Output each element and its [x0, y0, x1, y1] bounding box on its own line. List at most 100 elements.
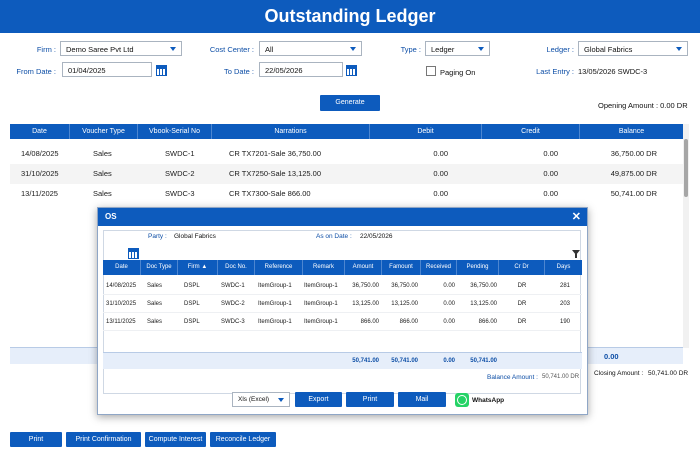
cell-doc-type: Sales	[147, 319, 163, 325]
modal-print-button[interactable]: Print	[346, 392, 394, 407]
paging-checkbox[interactable]	[426, 66, 436, 76]
page-title: Outstanding Ledger	[0, 0, 700, 33]
party-value: Global Fabrics	[174, 233, 216, 240]
export-format-select[interactable]: Xls (Excel)	[232, 392, 290, 407]
cell-doc-no: SWDC-1	[221, 283, 245, 289]
cell-cr-dr: DR	[517, 319, 527, 325]
cell-days: 203	[559, 301, 570, 307]
opening-amount: Opening Amount : 0.00 DR	[598, 101, 688, 110]
cell-days: 190	[559, 319, 570, 325]
generate-button[interactable]: Generate	[320, 95, 380, 111]
whatsapp-label[interactable]: WhatsApp	[472, 397, 505, 404]
cell-credit: 0.00	[543, 189, 558, 198]
cost-center-value: All	[265, 45, 274, 54]
last-entry-label: Last Entry :	[536, 67, 574, 76]
type-select[interactable]: Ledger	[425, 41, 490, 56]
col-remark[interactable]: Remark	[303, 260, 345, 275]
mail-button[interactable]: Mail	[398, 392, 446, 407]
modal-header: OS ✕	[98, 208, 587, 226]
cell-debit: 0.00	[433, 189, 448, 198]
calendar-icon[interactable]	[156, 65, 167, 76]
cell-cr-dr: DR	[517, 283, 527, 289]
cell-voucher-type: Sales	[93, 189, 112, 198]
calendar-icon[interactable]	[346, 65, 357, 76]
as-on-label: As on Date :	[316, 233, 352, 240]
ledger-select[interactable]: Global Fabrics	[578, 41, 688, 56]
ledger-grid-header: Date Voucher Type Vbook-Serial No Narrat…	[10, 124, 683, 139]
chevron-down-icon	[278, 398, 284, 402]
col-voucher-type[interactable]: Voucher Type	[70, 124, 138, 139]
firm-select[interactable]: Demo Saree Pvt Ltd	[60, 41, 182, 56]
cell-pending: 36,750.00	[470, 283, 497, 289]
col-reference[interactable]: Reference	[255, 260, 303, 275]
table-row[interactable]: 14/08/2025 Sales SWDC-1 CR TX7201-Sale 3…	[10, 144, 683, 164]
print-button[interactable]: Print	[10, 432, 62, 447]
col-amount[interactable]: Amount	[345, 260, 382, 275]
cost-center-select[interactable]: All	[259, 41, 362, 56]
col-days[interactable]: Days	[556, 264, 571, 270]
whatsapp-icon[interactable]	[455, 393, 469, 407]
grid-scrollbar[interactable]	[683, 124, 689, 348]
cell-cr-dr: DR	[517, 301, 527, 307]
table-row[interactable]: 13/11/2025 Sales SWDC-3 CR TX7300-Sale 8…	[10, 184, 683, 204]
footer-credit-total: 0.00	[604, 352, 619, 361]
closing-amount-value: 50,741.00 DR	[648, 370, 689, 377]
cell-pending: 866.00	[478, 319, 497, 325]
close-icon[interactable]: ✕	[571, 211, 581, 223]
reconcile-ledger-button[interactable]: Reconcile Ledger	[210, 432, 276, 447]
scrollbar-thumb[interactable]	[684, 139, 688, 197]
ledger-label: Ledger :	[546, 45, 574, 54]
cell-famount: 866.00	[399, 319, 418, 325]
cell-amount: 36,750.00	[352, 283, 379, 289]
print-confirmation-button[interactable]: Print Confirmation	[66, 432, 141, 447]
cell-remark: ItemGroup-1	[304, 283, 338, 289]
col-narrations[interactable]: Narrations	[212, 124, 370, 139]
col-pending[interactable]: Pending	[457, 260, 499, 275]
col-firm[interactable]: Firm ▲	[178, 260, 218, 275]
col-doc-type[interactable]: Doc Type	[141, 260, 178, 275]
party-label: Party :	[148, 233, 167, 240]
col-debit[interactable]: Debit	[370, 124, 482, 139]
from-date-label: From Date :	[16, 67, 56, 76]
os-modal: OS ✕	[97, 207, 588, 415]
cell-credit: 0.00	[543, 169, 558, 178]
to-date-input[interactable]: 22/05/2026	[259, 62, 343, 77]
calendar-icon[interactable]	[128, 248, 139, 259]
cell-narration: CR TX7300-Sale 866.00	[229, 189, 311, 198]
cell-pending: 13,125.00	[470, 301, 497, 307]
cell-firm: DSPL	[184, 283, 200, 289]
firm-value: Demo Saree Pvt Ltd	[66, 45, 134, 54]
col-doc-no[interactable]: Doc No.	[218, 260, 255, 275]
cell-firm: DSPL	[184, 319, 200, 325]
ledger-value: Global Fabrics	[584, 45, 633, 54]
col-vbook-serial[interactable]: Vbook-Serial No	[138, 124, 212, 139]
chevron-down-icon	[676, 47, 682, 51]
compute-interest-button[interactable]: Compute Interest	[145, 432, 206, 447]
col-date[interactable]: Date	[10, 124, 70, 139]
cell-debit: 0.00	[433, 169, 448, 178]
col-credit[interactable]: Credit	[482, 124, 580, 139]
table-row[interactable]: 13/11/2025 Sales DSPL SWDC-3 ItemGroup-1…	[103, 313, 582, 331]
filter-icon[interactable]	[572, 250, 580, 255]
total-famount: 50,741.00	[391, 358, 418, 364]
col-balance[interactable]: Balance	[618, 128, 645, 135]
table-row[interactable]: 31/10/2025 Sales SWDC-2 CR TX7250-Sale 1…	[10, 164, 683, 184]
export-button[interactable]: Export	[295, 392, 342, 407]
total-pending: 50,741.00	[470, 358, 497, 364]
col-date[interactable]: Date	[103, 260, 141, 275]
table-row[interactable]: 14/08/2025 Sales DSPL SWDC-1 ItemGroup-1…	[103, 277, 582, 295]
col-received[interactable]: Received	[421, 260, 457, 275]
cell-doc-type: Sales	[147, 283, 163, 289]
cell-narration: CR TX7201-Sale 36,750.00	[229, 149, 322, 158]
col-famount[interactable]: Famount	[382, 260, 421, 275]
cell-reference: ItemGroup-1	[258, 319, 292, 325]
from-date-input[interactable]: 01/04/2025	[62, 62, 152, 77]
total-received: 0.00	[443, 358, 455, 364]
cell-date: 31/10/2025	[106, 301, 137, 307]
chevron-down-icon	[170, 47, 176, 51]
closing-amount-label: Closing Amount :	[594, 370, 644, 377]
table-row[interactable]: 31/10/2025 Sales DSPL SWDC-2 ItemGroup-1…	[103, 295, 582, 313]
col-cr-dr[interactable]: Cr Dr	[499, 260, 545, 275]
cell-date: 14/08/2025	[106, 283, 137, 289]
as-on-value: 22/05/2026	[360, 233, 393, 240]
